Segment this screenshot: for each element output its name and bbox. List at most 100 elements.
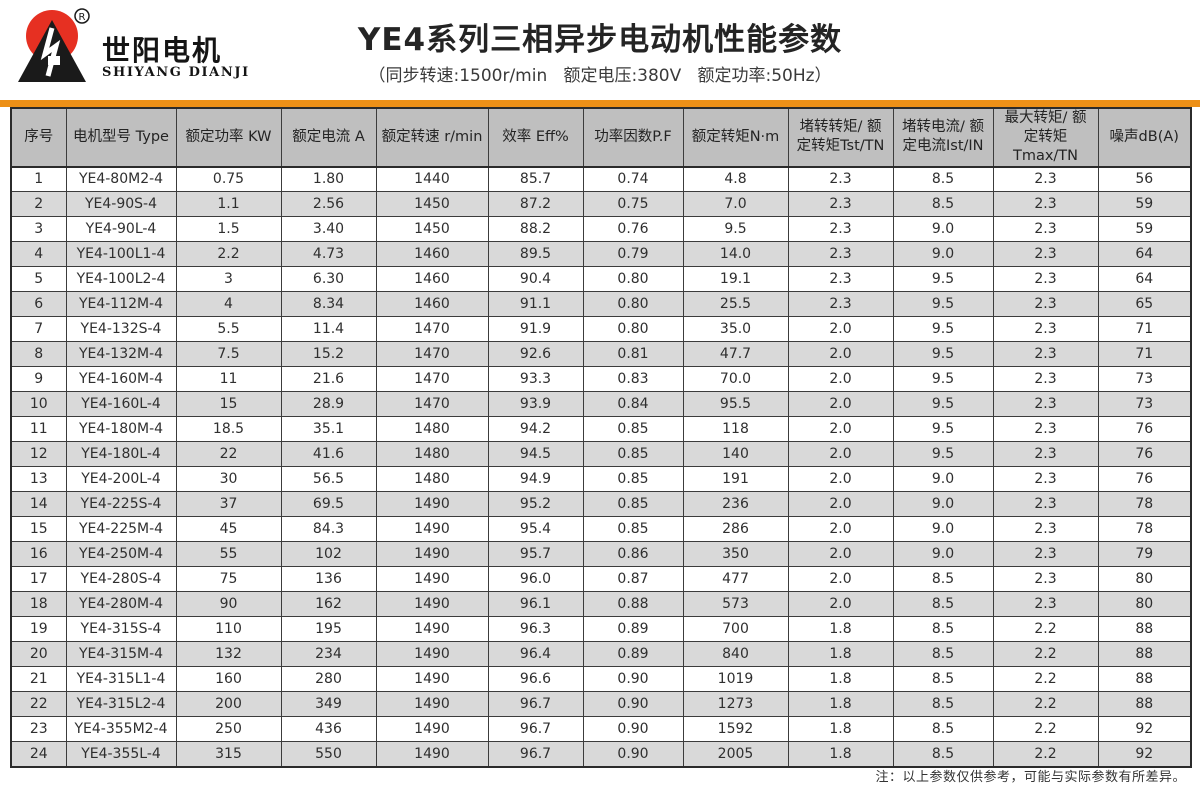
table-cell: 2.3 [992, 416, 1099, 443]
table-cell: 0.79 [582, 241, 684, 268]
table-cell: 88 [1097, 641, 1192, 668]
table-cell: 1440 [375, 166, 489, 193]
table-cell: 2.3 [992, 291, 1099, 318]
column-header: 最大转矩/ 额 定转矩Tmax/TN [992, 107, 1099, 168]
table-cell: 1460 [375, 241, 489, 268]
table-cell: 1480 [375, 441, 489, 468]
table-cell: 2.56 [280, 191, 377, 218]
table-cell: 1490 [375, 641, 489, 668]
page-title: YE4系列三相异步电动机性能参数 [357, 22, 843, 58]
table-cell: 236 [682, 491, 789, 518]
table-cell: 7 [10, 316, 67, 343]
table-cell: 15.2 [280, 341, 377, 368]
table-cell: 0.76 [582, 216, 684, 243]
table-cell: 350 [682, 541, 789, 568]
table-cell: 2.2 [175, 241, 282, 268]
table-cell: 65 [1097, 291, 1192, 318]
table-cell: 8.5 [892, 616, 994, 643]
table-cell: 69.5 [280, 491, 377, 518]
table-cell: 64 [1097, 241, 1192, 268]
table-cell: 9.0 [892, 491, 994, 518]
table-cell: 2.0 [787, 316, 894, 343]
table-cell: 0.74 [582, 166, 684, 193]
table-cell: 0.89 [582, 616, 684, 643]
column-header: 效率 Eff% [487, 107, 584, 168]
table-cell: 1450 [375, 216, 489, 243]
table-cell: YE4-315L1-4 [65, 666, 177, 693]
table-cell: 2.3 [992, 341, 1099, 368]
table-row: 21 YE4-315L1-4 160 280 1490 96.6 0.90 1019 1.8 8.… [10, 666, 1192, 693]
column-header: 噪声dB(A) [1097, 107, 1192, 168]
table-row: 16 YE4-250M-4 55 102 1490 95.7 0.86 350 2.0 9.0 2.… [10, 541, 1192, 568]
table-cell: 2.3 [787, 166, 894, 193]
table-cell: 1.5 [175, 216, 282, 243]
table-cell: 70.0 [682, 366, 789, 393]
table-cell: 286 [682, 516, 789, 543]
table-cell: YE4-180L-4 [65, 441, 177, 468]
table-cell: 95.4 [487, 516, 584, 543]
table-cell: 1450 [375, 191, 489, 218]
table-cell: 140 [682, 441, 789, 468]
table-cell: 96.0 [487, 566, 584, 593]
table-cell: 0.75 [175, 166, 282, 193]
table-cell: 35.1 [280, 416, 377, 443]
table-cell: YE4-90L-4 [65, 216, 177, 243]
table-cell: 90 [175, 591, 282, 618]
table-cell: 79 [1097, 541, 1192, 568]
table-cell: 19 [10, 616, 67, 643]
table-cell: 8.5 [892, 641, 994, 668]
table-cell: 2.3 [992, 166, 1099, 193]
table-cell: 22 [175, 441, 282, 468]
table-cell: 1490 [375, 591, 489, 618]
table-cell: YE4-280S-4 [65, 566, 177, 593]
table-row: 12 YE4-180L-4 22 41.6 1480 94.5 0.85 140 2.0 9.5 2… [10, 441, 1192, 468]
table-cell: 2.0 [787, 366, 894, 393]
table-cell: 2.3 [992, 491, 1099, 518]
table-cell: 80 [1097, 591, 1192, 618]
table-cell: 85.7 [487, 166, 584, 193]
table-cell: 1273 [682, 691, 789, 718]
table-cell: 2.3 [992, 366, 1099, 393]
table-cell: 9.5 [892, 416, 994, 443]
table-cell: 191 [682, 466, 789, 493]
table-cell: 9.0 [892, 541, 994, 568]
table-cell: 160 [175, 666, 282, 693]
table-cell: 96.7 [487, 716, 584, 743]
table-cell: 1490 [375, 691, 489, 718]
table-row: 14 YE4-225S-4 37 69.5 1490 95.2 0.85 236 2.0 9.0 2… [10, 491, 1192, 518]
table-cell: 0.87 [582, 566, 684, 593]
table-cell: 71 [1097, 316, 1192, 343]
svg-text:R: R [79, 12, 86, 23]
table-cell: 2.3 [992, 591, 1099, 618]
table-cell: 76 [1097, 466, 1192, 493]
table-cell: 162 [280, 591, 377, 618]
table-cell: 14.0 [682, 241, 789, 268]
table-cell: 11.4 [280, 316, 377, 343]
table-cell: 2.0 [787, 566, 894, 593]
table-cell: YE4-180M-4 [65, 416, 177, 443]
table-cell: 56.5 [280, 466, 377, 493]
table-cell: 1490 [375, 491, 489, 518]
table-cell: 18.5 [175, 416, 282, 443]
table-cell: 88 [1097, 666, 1192, 693]
table-cell: 10 [10, 391, 67, 418]
table-cell: 2.3 [992, 241, 1099, 268]
table-row: 13 YE4-200L-4 30 56.5 1480 94.9 0.85 191 2.0 9.0 2… [10, 466, 1192, 493]
table-cell: 2.0 [787, 491, 894, 518]
table-cell: 2.3 [787, 191, 894, 218]
table-cell: 6.30 [280, 266, 377, 293]
table-cell: 9.5 [892, 341, 994, 368]
table-cell: 0.75 [582, 191, 684, 218]
table-cell: 95.2 [487, 491, 584, 518]
table-cell: 3 [10, 216, 67, 243]
column-header: 堵转转矩/ 额 定转矩Tst/TN [787, 107, 894, 168]
table-cell: YE4-132M-4 [65, 341, 177, 368]
column-header: 堵转电流/ 额 定电流Ist/IN [892, 107, 994, 168]
table-row: 24 YE4-355L-4 315 550 1490 96.7 0.90 2005 1.8 8.5… [10, 741, 1192, 768]
table-cell: 573 [682, 591, 789, 618]
table-cell: 2.0 [787, 341, 894, 368]
table-cell: 71 [1097, 341, 1192, 368]
logo-text: 世阳电机 SHIYANG DIANJI [102, 6, 250, 81]
column-header: 功率因数P.F [582, 107, 684, 168]
table-cell: 2.2 [992, 691, 1099, 718]
